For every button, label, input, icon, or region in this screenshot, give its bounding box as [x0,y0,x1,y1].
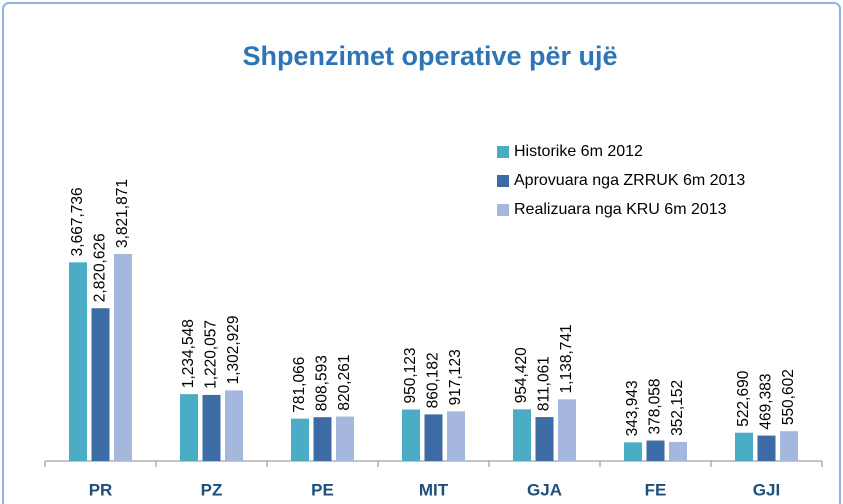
bar [757,435,776,461]
x-tick-label: PR [89,480,113,499]
bar [646,440,665,461]
legend-label: Aprovuara nga ZRRUK 6m 2013 [514,172,745,189]
data-label: 1,302,929 [225,315,242,384]
data-label: 1,234,548 [180,319,197,388]
chart-title: Shpenzimet operative për ujë [242,41,617,71]
bar [780,431,798,461]
bar [558,399,576,461]
data-label: 820,261 [336,355,353,411]
data-label: 522,690 [735,370,752,426]
data-label: 781,066 [291,357,308,413]
bar [180,394,198,461]
data-label: 352,152 [669,380,686,436]
bar [424,414,443,461]
bar [91,308,110,461]
bar [114,254,132,461]
legend-swatch [497,175,509,187]
bar [313,417,332,461]
bar [447,411,465,461]
bar [336,416,354,461]
bar [69,262,87,461]
legend-label: Historike 6m 2012 [514,143,643,160]
data-label: 469,383 [758,374,775,430]
data-label: 2,820,626 [92,233,109,302]
bar [735,432,753,461]
x-tick-label: GJI [753,480,780,499]
x-tick-label: GJA [527,480,562,499]
x-tick-label: MIT [419,480,449,499]
x-tick-label: PZ [201,480,223,499]
data-label: 3,821,871 [114,179,131,248]
x-tick-label: FE [645,480,667,499]
data-label: 343,943 [624,380,641,436]
data-label: 1,220,057 [203,320,220,389]
data-label: 378,058 [647,378,664,434]
bar [624,442,642,461]
bar [202,394,221,461]
bar [225,390,243,461]
x-tick-label: PE [311,480,334,499]
legend-swatch [497,204,509,216]
legend-swatch [497,146,509,158]
data-label: 550,602 [780,369,797,425]
bar [513,409,531,461]
data-label: 950,123 [402,348,419,404]
legend-label: Realizuara nga KRU 6m 2013 [514,201,727,218]
data-label: 811,061 [536,356,553,411]
bar [291,418,309,461]
data-label: 808,593 [314,355,331,411]
bar [535,417,554,461]
data-label: 860,182 [425,352,442,408]
data-label: 917,123 [447,349,464,405]
data-label: 3,667,736 [69,187,86,256]
bar [402,409,420,461]
data-label: 1,138,741 [558,324,575,393]
data-label: 954,420 [513,347,530,403]
bar [669,441,687,461]
